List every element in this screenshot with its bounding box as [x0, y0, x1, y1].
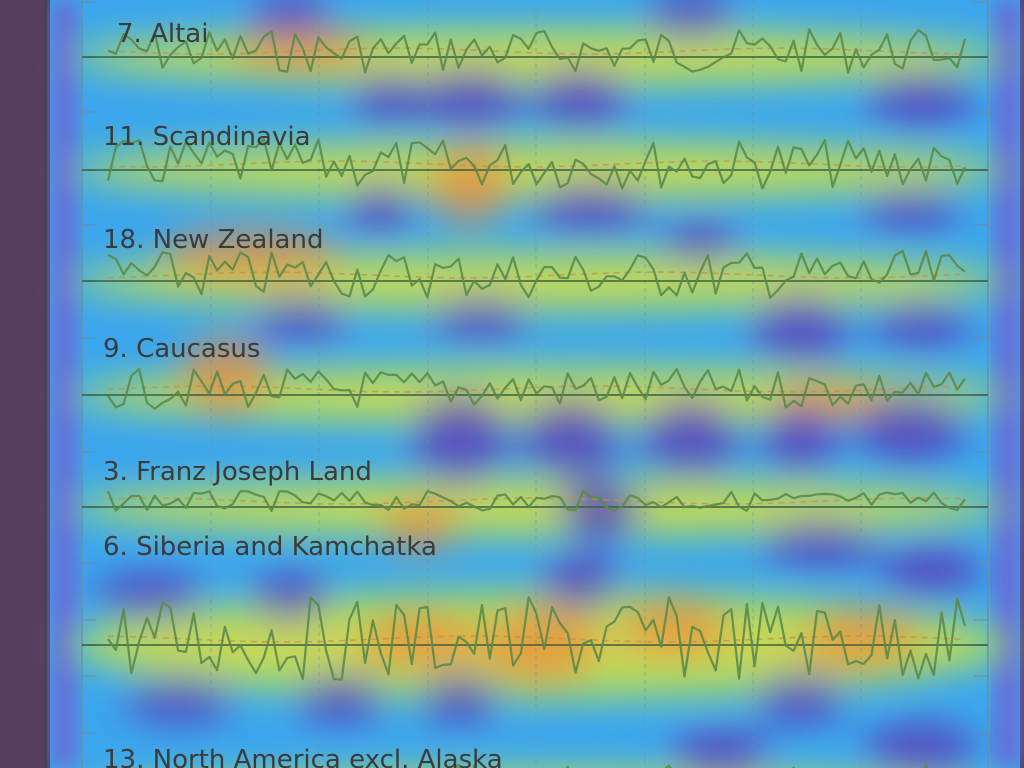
panel-label: 9. Caucasus	[103, 334, 260, 364]
panel-series-2	[82, 137, 988, 190]
heat-coldspot	[420, 676, 500, 724]
heat-coldspot	[870, 301, 970, 349]
heat-coldspot	[410, 395, 510, 485]
heat-coldspot	[640, 400, 740, 480]
series-line	[106, 489, 966, 513]
heat-hotspot	[230, 28, 370, 72]
heat-coldspot	[250, 0, 330, 36]
series-line	[107, 596, 967, 681]
heat-coldspot	[750, 295, 850, 365]
heatmap-layer	[50, 0, 1020, 768]
panel-label: 3. Franz Joseph Land	[103, 457, 372, 487]
heat-coldspot	[855, 395, 965, 465]
heat-coldspot	[860, 188, 960, 232]
series-line	[107, 249, 966, 299]
heat-coldspot	[865, 72, 975, 128]
heat-coldspot	[755, 674, 845, 726]
heat-coldspot	[865, 720, 975, 768]
panel-label: 11. Scandinavia	[103, 122, 311, 152]
heat-coldspot	[560, 480, 640, 540]
series-line	[106, 137, 966, 190]
heat-coldspot	[880, 542, 980, 598]
series-line	[107, 28, 967, 74]
series-line	[107, 367, 966, 410]
heat-coldspot	[95, 571, 205, 619]
heat-hotspot	[380, 500, 460, 550]
panel-series-3	[82, 249, 988, 299]
heat-coldspot	[520, 400, 620, 480]
heat-coldspot	[350, 74, 430, 126]
panel-labels: 7. Altai 11. Scandinavia 18. New Zealand 9.…	[103, 19, 503, 768]
panel-series-4	[82, 367, 988, 410]
heat-coldspot	[760, 405, 840, 475]
heat-coldspot	[295, 676, 385, 724]
heat-coldspot	[530, 70, 630, 130]
heat-coldspot	[530, 185, 650, 235]
panel-label: 6. Siberia and Kamchatka	[103, 532, 437, 562]
heat-coldspot	[250, 298, 350, 342]
heat-coldspot	[670, 727, 770, 768]
panel-label: 7. Altai	[117, 19, 208, 49]
heat-hotspot	[620, 598, 730, 658]
panel-series-1	[82, 28, 988, 74]
panel-label: 13. North America excl. Alaska	[103, 745, 503, 768]
heat-coldspot	[430, 298, 530, 342]
panel-series-5	[82, 489, 988, 513]
heat-coldspot	[645, 0, 735, 38]
panel-label: 18. New Zealand	[103, 225, 323, 255]
heat-coldspot	[345, 185, 415, 235]
heat-coldspot	[540, 552, 620, 608]
heat-coldspot	[760, 521, 880, 569]
heatmap-left-edge	[52, 0, 76, 768]
heat-coldspot	[660, 218, 740, 262]
left-margin-band	[0, 0, 44, 768]
panel-series-6	[82, 596, 988, 681]
heat-coldspot	[415, 70, 525, 130]
heat-coldspot	[125, 676, 235, 724]
heat-coldspot	[250, 571, 330, 619]
heat-hotspot	[800, 610, 920, 670]
